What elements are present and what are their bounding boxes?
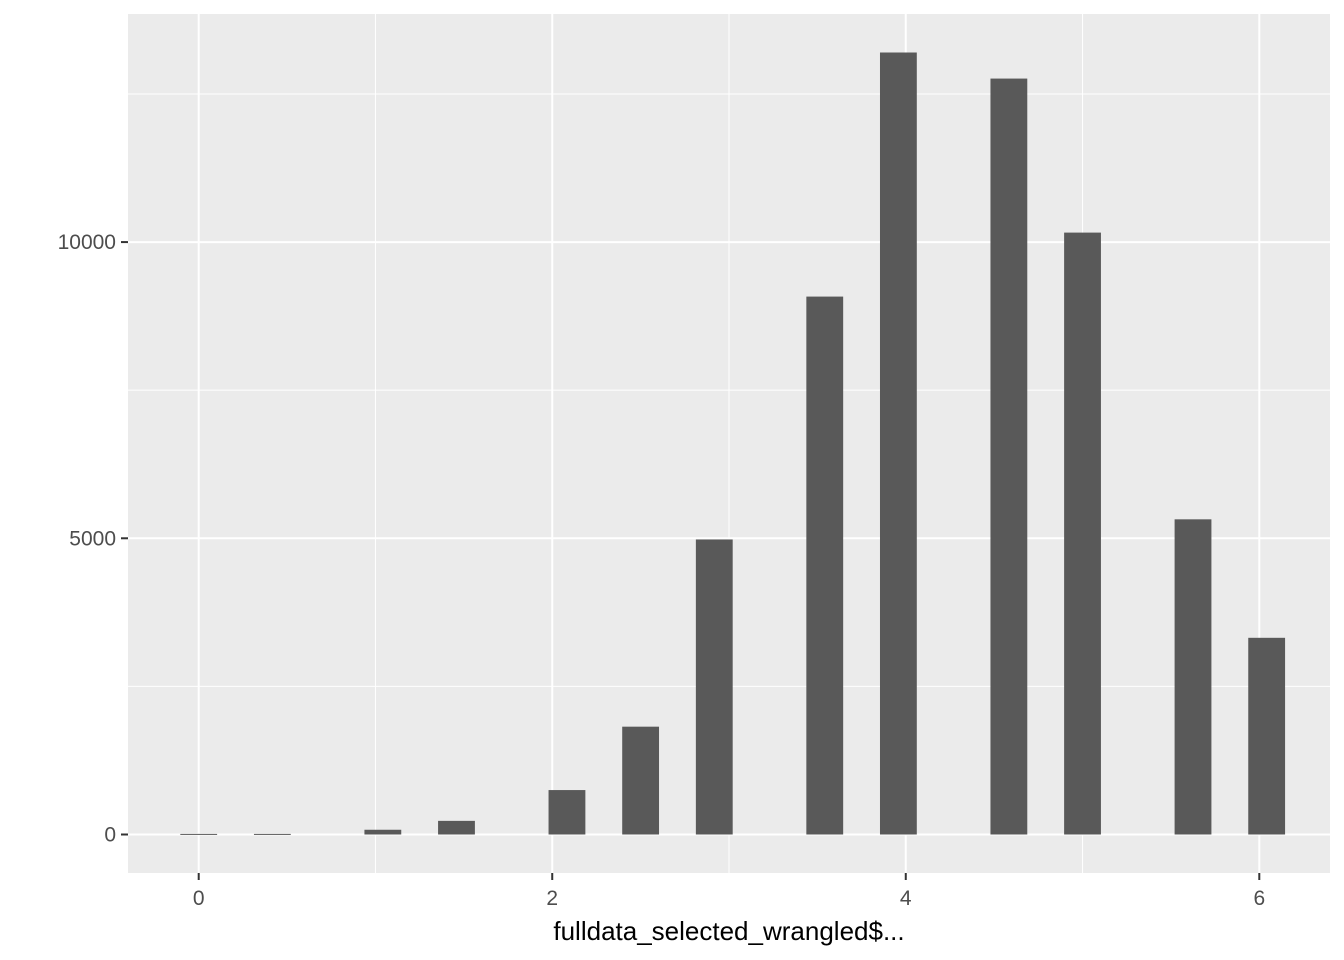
bar [438, 820, 475, 835]
x-tick-label: 4 [900, 887, 912, 910]
x-axis-title: fulldata_selected_wrangled$... [553, 916, 904, 946]
bar [622, 726, 660, 835]
bar [253, 833, 291, 835]
bar [990, 78, 1028, 835]
bar [1174, 519, 1212, 835]
bar [806, 296, 844, 835]
bar [180, 833, 218, 835]
bar [364, 829, 402, 835]
y-tick-label: 0 [104, 823, 116, 846]
x-tick-label: 6 [1253, 887, 1265, 910]
bars [180, 52, 1286, 835]
x-tick-label: 0 [193, 887, 205, 910]
bar [1064, 232, 1101, 835]
bar [695, 539, 733, 835]
bar [1248, 637, 1286, 835]
x-tick-label: 2 [546, 887, 558, 910]
x-axis-ticks: 0 2 4 6 [193, 873, 1265, 910]
y-tick-label: 5000 [69, 527, 116, 550]
y-axis-ticks: 0 5000 10000 [58, 231, 128, 846]
bar [548, 790, 586, 835]
y-tick-label: 10000 [58, 231, 116, 254]
bar [879, 52, 917, 835]
